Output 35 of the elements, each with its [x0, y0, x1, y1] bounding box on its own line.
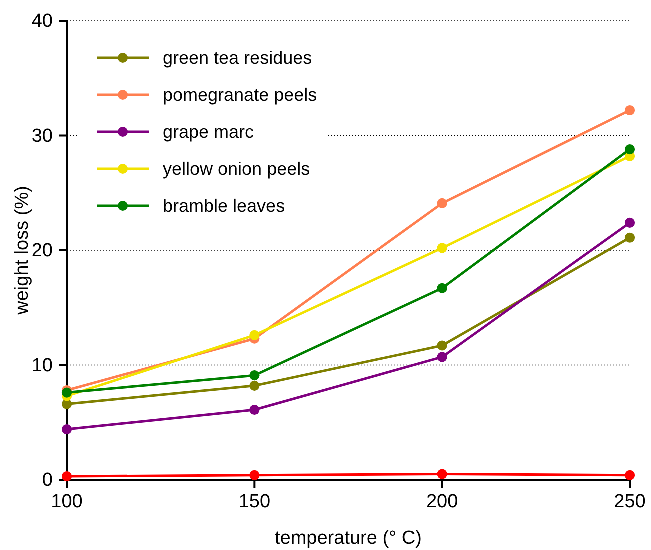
- point: [250, 380, 260, 391]
- point: [250, 404, 260, 416]
- point: [250, 370, 260, 381]
- point: [62, 472, 72, 482]
- point: [624, 232, 636, 243]
- legend-label: yellow onion peels: [163, 159, 310, 179]
- y-tick-label: 30: [32, 126, 53, 147]
- y-axis-title: weight loss (%): [12, 186, 33, 316]
- point: [437, 283, 448, 294]
- point: [250, 330, 260, 340]
- point: [624, 144, 636, 155]
- point: [624, 105, 636, 116]
- point: [437, 340, 448, 351]
- point: [437, 352, 448, 362]
- legend-label: grape marc: [163, 122, 254, 142]
- point: [62, 388, 72, 398]
- point: [62, 424, 72, 435]
- y-tick-label: 40: [32, 11, 53, 32]
- legend-label: green tea residues: [163, 48, 312, 68]
- y-tick-label: 10: [32, 355, 53, 376]
- x-tick-label: 250: [614, 491, 646, 512]
- y-tick-label: 20: [32, 240, 53, 262]
- point: [437, 243, 448, 254]
- point: [437, 469, 448, 480]
- x-tick-label: 150: [238, 491, 271, 512]
- x-axis-title: temperature (° C): [275, 528, 422, 549]
- point: [624, 218, 636, 228]
- x-tick-label: 200: [426, 491, 458, 512]
- legend-label: pomegranate peels: [163, 85, 318, 105]
- point: [624, 470, 636, 480]
- point: [250, 470, 260, 480]
- point: [437, 198, 448, 208]
- x-tick-label: 100: [51, 491, 83, 512]
- legend-label: bramble leaves: [163, 196, 286, 216]
- y-tick-label: 0: [42, 470, 53, 492]
